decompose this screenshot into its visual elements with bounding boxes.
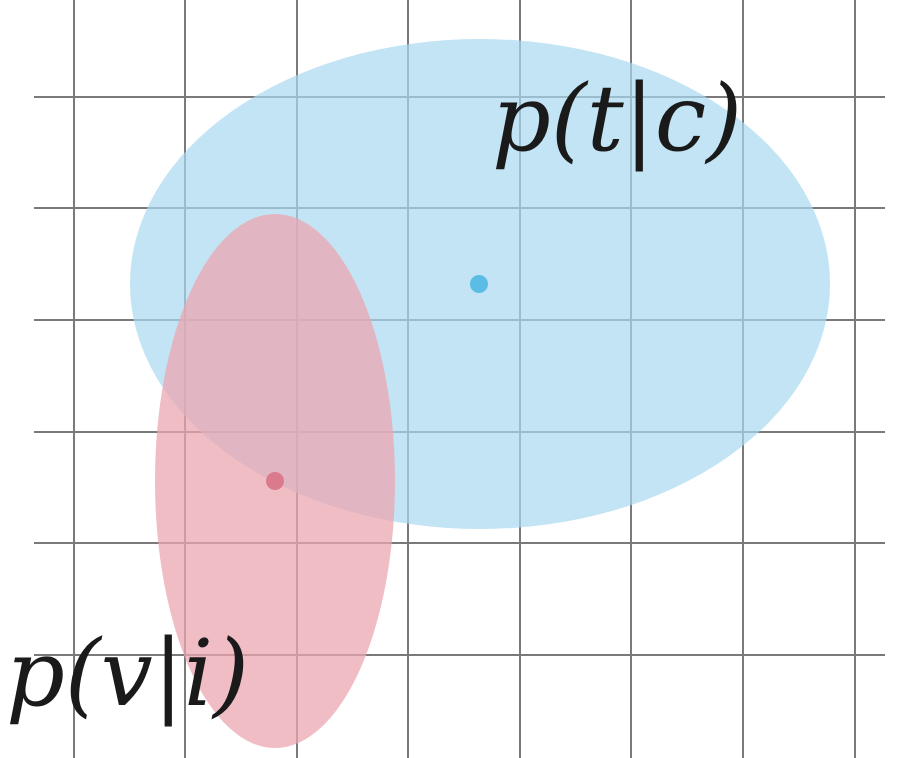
text-distribution-center-point	[470, 275, 488, 293]
image-distribution-label: p(v|i)	[6, 620, 249, 727]
image-distribution-center-point	[266, 472, 284, 490]
text-distribution-label: p(t|c)	[492, 65, 742, 172]
